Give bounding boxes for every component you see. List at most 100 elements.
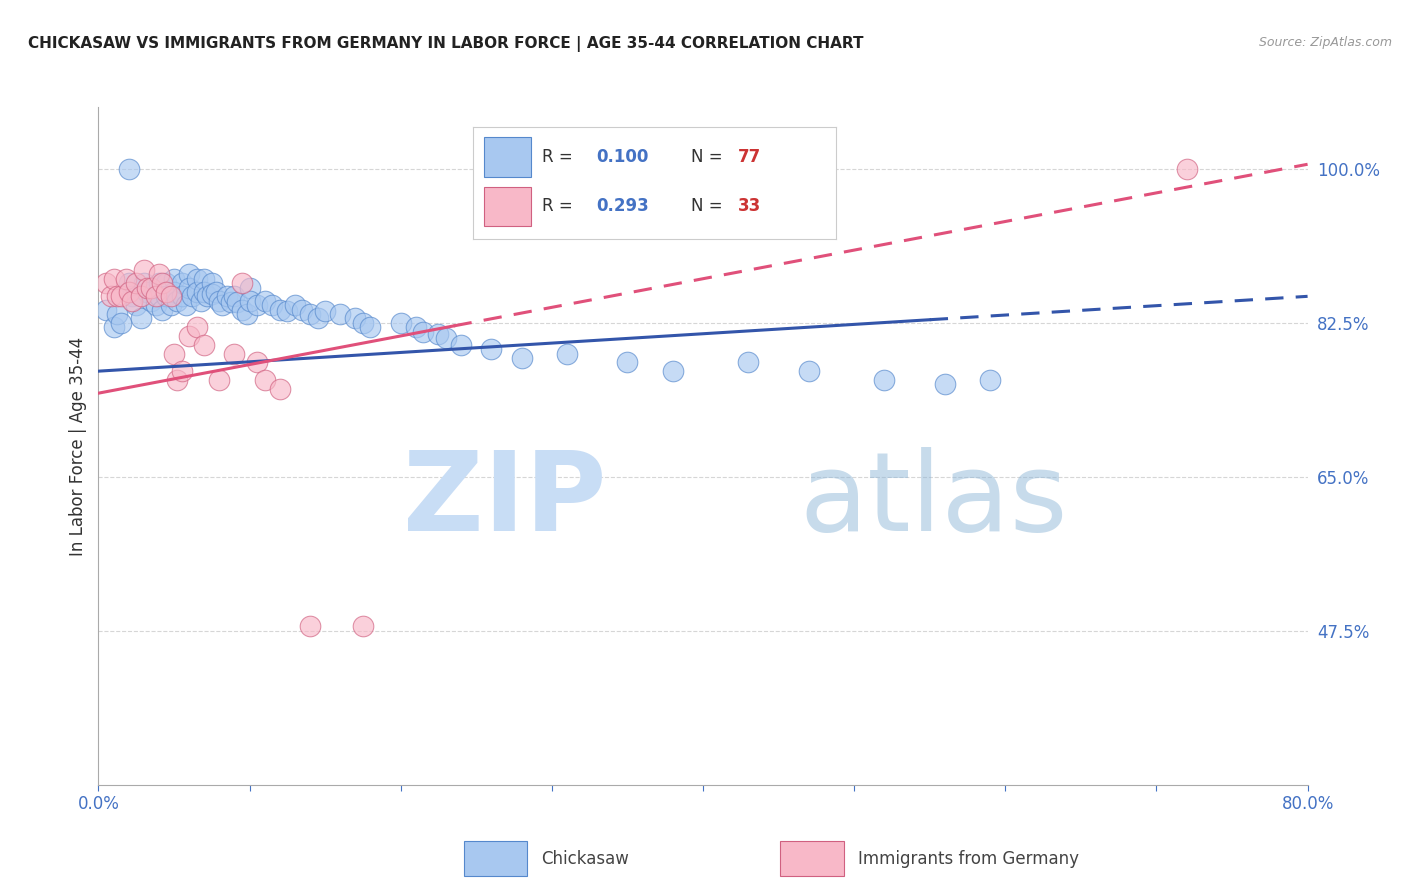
Text: Source: ZipAtlas.com: Source: ZipAtlas.com [1258, 36, 1392, 49]
Point [163, 271, 186, 285]
Point [450, 337, 472, 351]
Point [231, 302, 253, 317]
Point [155, 276, 177, 290]
Point [141, 293, 163, 308]
Point [299, 619, 322, 633]
Point [170, 289, 193, 303]
Point [170, 364, 193, 378]
Point [427, 327, 450, 342]
Point [150, 302, 173, 317]
Point [239, 293, 262, 308]
Point [121, 293, 143, 308]
Point [135, 285, 157, 299]
Point [412, 325, 434, 339]
Point [231, 276, 253, 290]
Point [284, 298, 307, 312]
Point [118, 285, 141, 299]
Point [110, 289, 132, 303]
Point [352, 316, 374, 330]
Point [226, 295, 249, 310]
Point [193, 337, 215, 351]
Point [132, 263, 155, 277]
Point [163, 285, 186, 299]
Point [135, 280, 157, 294]
Point [186, 320, 208, 334]
Point [352, 619, 374, 633]
Point [201, 286, 224, 301]
FancyBboxPatch shape [464, 841, 527, 876]
Point [145, 289, 167, 303]
Point [155, 289, 177, 303]
Point [179, 329, 201, 343]
Text: atlas: atlas [800, 447, 1069, 554]
Point [129, 311, 152, 326]
Point [155, 285, 177, 299]
Point [110, 316, 132, 330]
Point [246, 355, 269, 369]
Point [121, 289, 143, 303]
Point [94, 276, 117, 290]
Point [160, 298, 183, 312]
Point [262, 298, 284, 312]
Point [208, 293, 231, 308]
Point [208, 373, 231, 387]
Point [166, 293, 188, 308]
Text: CHICKASAW VS IMMIGRANTS FROM GERMANY IN LABOR FORCE | AGE 35-44 CORRELATION CHAR: CHICKASAW VS IMMIGRANTS FROM GERMANY IN … [28, 36, 863, 52]
Point [269, 302, 291, 317]
Point [253, 293, 276, 308]
Point [148, 268, 170, 282]
Point [114, 271, 136, 285]
Point [307, 311, 329, 326]
Point [150, 276, 173, 290]
Y-axis label: In Labor Force | Age 35-44: In Labor Force | Age 35-44 [69, 336, 87, 556]
Point [186, 285, 208, 299]
Point [94, 302, 117, 317]
Point [360, 320, 382, 334]
Point [481, 342, 503, 356]
Point [616, 355, 638, 369]
Point [179, 280, 201, 294]
Point [103, 320, 125, 334]
Point [211, 298, 233, 312]
Point [174, 298, 197, 312]
Point [100, 289, 122, 303]
Point [737, 355, 759, 369]
Point [166, 373, 188, 387]
Point [314, 304, 336, 318]
Point [221, 295, 243, 310]
Point [195, 289, 218, 303]
Point [224, 346, 246, 360]
Point [239, 280, 262, 294]
Point [170, 276, 193, 290]
Point [148, 289, 170, 303]
Point [181, 289, 204, 303]
Point [873, 373, 896, 387]
FancyBboxPatch shape [780, 841, 844, 876]
Point [329, 307, 352, 321]
Point [201, 276, 224, 290]
Point [193, 285, 215, 299]
Point [246, 298, 269, 312]
Point [979, 373, 1001, 387]
Point [132, 276, 155, 290]
Point [215, 289, 238, 303]
Text: Immigrants from Germany: Immigrants from Germany [858, 849, 1078, 868]
Point [276, 304, 298, 318]
Point [269, 382, 291, 396]
Point [193, 271, 215, 285]
Point [934, 377, 956, 392]
Point [1175, 161, 1198, 176]
Point [186, 271, 208, 285]
Point [253, 373, 276, 387]
Point [118, 161, 141, 176]
Point [235, 307, 257, 321]
Point [291, 302, 314, 317]
Text: Chickasaw: Chickasaw [541, 849, 630, 868]
Point [148, 276, 170, 290]
Point [205, 285, 228, 299]
Point [105, 289, 128, 303]
Point [118, 276, 141, 290]
Point [797, 364, 820, 378]
Point [661, 364, 683, 378]
Point [555, 346, 578, 360]
